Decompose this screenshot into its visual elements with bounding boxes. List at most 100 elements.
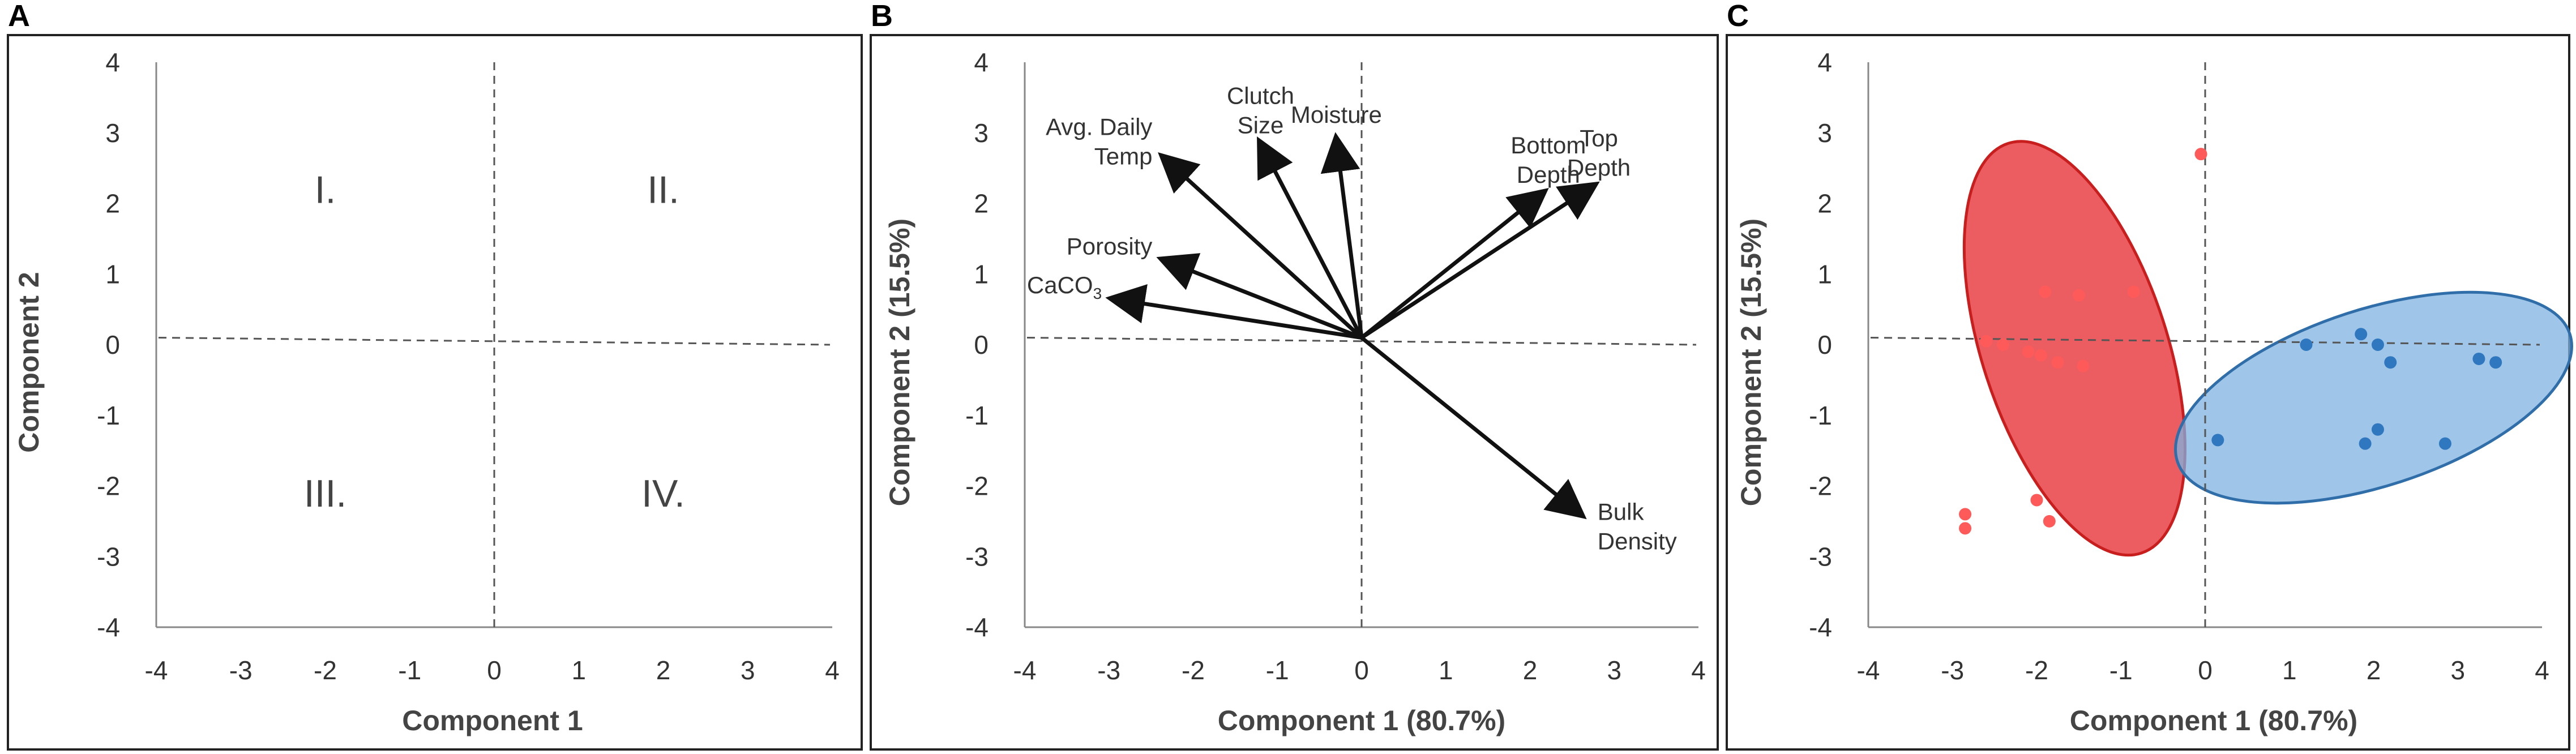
blue-data-point	[2371, 339, 2384, 351]
y-tick-label: 2	[105, 189, 120, 219]
red-data-point	[1980, 335, 1993, 348]
red-data-point	[2022, 345, 2035, 358]
panel-a-horizontal-zero-line	[158, 337, 831, 346]
panel-a-y-axis-label: Component 2	[13, 272, 45, 452]
blue-data-point	[2355, 328, 2368, 341]
y-tick-label: 2	[1817, 189, 1832, 219]
loading-vector-arrow	[1158, 152, 1363, 340]
y-tick-label: 0	[105, 330, 120, 359]
red-data-point	[2127, 285, 2140, 298]
loading-vector-arrow	[1360, 181, 1600, 340]
panel-b-y-axis-label: Component 2 (15.5%)	[884, 219, 915, 506]
y-tick-label: 0	[1817, 330, 1832, 359]
y-tick-label: -3	[1809, 542, 1832, 571]
panel-b-loading-vectors: Avg. Daily Temp Clutch Size Moisture Porosity…	[1027, 82, 1677, 554]
x-tick-label: 2	[1523, 656, 1538, 685]
x-tick-label: 0	[487, 656, 502, 685]
loading-vector-label: Moisture	[1291, 101, 1382, 128]
loading-vector-arrow	[1360, 188, 1549, 340]
loading-vector-label: Bottom Depth	[1510, 132, 1586, 188]
loading-vector-arrow	[1320, 132, 1364, 338]
panel-b-x-ticks: -4 -3 -2 -1 0 1 2 3 4	[1013, 656, 1706, 685]
red-group-ellipse	[1962, 140, 2186, 557]
red-data-point	[1959, 522, 1972, 535]
y-tick-label: -3	[965, 542, 989, 571]
quadrant-label: I.	[315, 169, 336, 212]
red-data-point	[2072, 289, 2085, 302]
blue-data-point	[2300, 339, 2313, 351]
loading-vector-arrow	[1257, 136, 1364, 339]
x-tick-label: 0	[1354, 656, 1369, 685]
blue-data-point	[2384, 356, 2397, 369]
panel-letter-c: C	[1727, 0, 1749, 33]
blue-group-ellipse	[2174, 290, 2573, 505]
panel-c-y-axis-label: Component 2 (15.5%)	[1735, 219, 1767, 506]
y-tick-label: -1	[1809, 401, 1832, 430]
panel-c-frame	[1726, 34, 2570, 751]
x-tick-label: 1	[571, 656, 586, 685]
loading-vector-label: Bulk Density	[1598, 498, 1677, 554]
loading-vector-label: Top Depth	[1567, 125, 1631, 181]
blue-data-point	[2438, 437, 2451, 450]
y-tick-label: -4	[97, 612, 120, 642]
panel-b-chart: -4 -3 -2 -1 0 1 2 3 4 4 3 2 1 0 -1 -2 -3 -4 Avg. Daily Te…	[884, 48, 1706, 736]
red-data-point	[1959, 508, 1972, 521]
loading-vector-label: Clutch Size	[1227, 82, 1294, 138]
x-tick-label: 2	[2367, 656, 2381, 685]
panel-b-y-ticks: 4 3 2 1 0 -1 -2 -3 -4	[965, 48, 989, 642]
panel-a-x-axis-label: Component 1	[402, 705, 583, 736]
red-data-point	[2030, 494, 2043, 507]
x-tick-label: -4	[1857, 656, 1880, 685]
panel-a-frame	[7, 34, 863, 751]
x-tick-label: 3	[2450, 656, 2465, 685]
loading-vector-label: Porosity	[1067, 233, 1153, 259]
y-tick-label: -2	[965, 472, 989, 501]
y-tick-label: -2	[97, 472, 120, 501]
red-data-point	[2077, 359, 2090, 372]
x-tick-label: 4	[2535, 656, 2549, 685]
red-data-point	[2051, 356, 2064, 369]
y-tick-label: -4	[965, 612, 989, 642]
x-tick-label: 1	[1439, 656, 1453, 685]
x-tick-label: -1	[2109, 656, 2133, 685]
loading-vector-arrow	[1360, 336, 1587, 520]
blue-data-point	[2359, 437, 2372, 450]
panel-c-x-axis-label: Component 1 (80.7%)	[2070, 705, 2357, 736]
panel-a-plot-area	[155, 62, 832, 628]
y-tick-label: -1	[97, 401, 120, 430]
x-tick-label: 0	[2198, 656, 2213, 685]
x-tick-label: 1	[2282, 656, 2297, 685]
y-tick-label: 1	[105, 259, 120, 289]
panel-c-points	[1959, 148, 2502, 535]
y-tick-label: 3	[105, 118, 120, 148]
blue-data-point	[2472, 352, 2485, 365]
quadrant-label: III.	[304, 472, 347, 515]
x-tick-label: -3	[1097, 656, 1120, 685]
panel-c-ellipses	[1962, 140, 2573, 557]
x-tick-label: -2	[1182, 656, 1205, 685]
x-tick-label: 4	[1691, 656, 1706, 685]
x-tick-label: 4	[825, 656, 840, 685]
x-tick-label: 3	[1607, 656, 1621, 685]
red-data-point	[2039, 285, 2052, 298]
quadrant-label: IV.	[641, 472, 685, 515]
y-tick-label: -3	[97, 542, 120, 571]
red-data-point	[2043, 515, 2056, 528]
y-tick-label: 2	[974, 189, 989, 219]
x-tick-label: -3	[229, 656, 253, 685]
x-tick-label: -4	[145, 656, 168, 685]
blue-data-point	[2489, 356, 2502, 369]
loading-vector-label: Avg. Daily Temp	[1046, 113, 1152, 169]
y-tick-label: 1	[974, 259, 989, 289]
red-data-point	[1997, 339, 2009, 351]
red-data-point	[2034, 349, 2047, 362]
panel-letter-a: A	[8, 0, 30, 33]
x-tick-label: 2	[656, 656, 671, 685]
panel-a-y-ticks: 4 3 2 1 0 -1 -2 -3 -4	[97, 48, 120, 642]
blue-data-point	[2371, 423, 2384, 436]
x-tick-label: -1	[1266, 656, 1289, 685]
loading-vector-arrow	[1156, 253, 1363, 340]
x-tick-label: -1	[398, 656, 421, 685]
x-tick-label: -3	[1941, 656, 1964, 685]
